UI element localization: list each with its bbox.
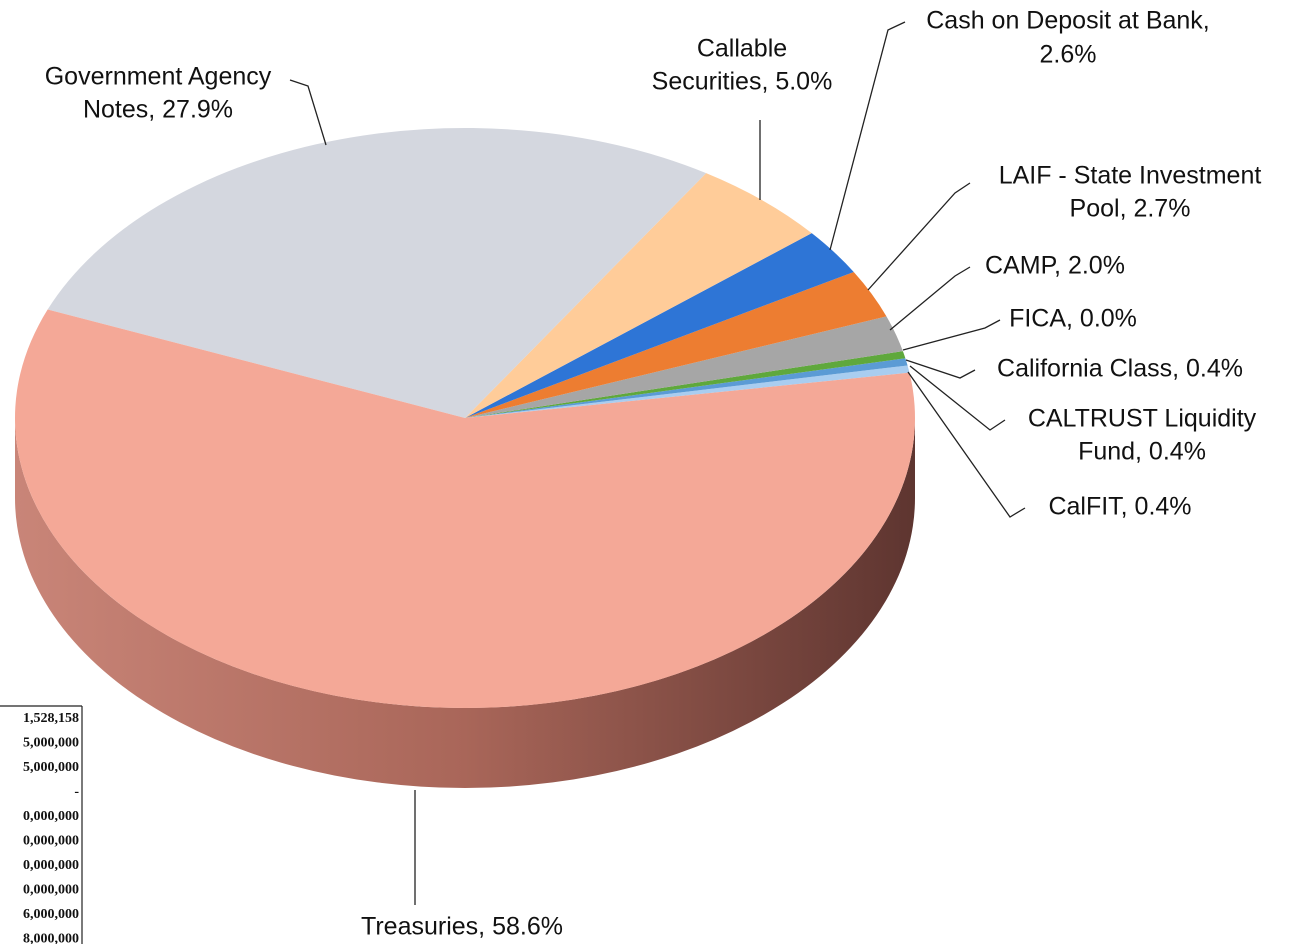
slice-label: Treasuries, 58.6% — [361, 913, 563, 941]
slice-label: Securities, 5.0% — [652, 68, 833, 96]
clipped-table: 1,528,158 5,000,000 5,000,000 - 0,000,000 0,0… — [0, 705, 83, 944]
leader-line — [907, 371, 1026, 518]
pie-slice — [465, 233, 854, 418]
leader-line — [909, 365, 1006, 431]
pie-slice — [465, 351, 906, 418]
pie-slice — [465, 173, 812, 418]
pie-slice — [15, 309, 916, 708]
table-cell: 8,000,000 — [23, 932, 79, 944]
slice-label: Callable — [697, 35, 787, 63]
table-cell: 5,000,000 — [23, 736, 79, 751]
slice-label: CAMP, 2.0% — [985, 252, 1125, 280]
slice-label: Government Agency — [45, 63, 272, 91]
slice-label: Fund, 0.4% — [1078, 438, 1206, 466]
leader-line — [289, 79, 327, 146]
pie-slice — [47, 127, 707, 418]
pie-side — [15, 418, 915, 788]
slice-label: CalFIT, 0.4% — [1048, 493, 1191, 521]
pie-slice — [465, 316, 903, 418]
table-cell: 0,000,000 — [23, 883, 79, 898]
leader-line — [867, 182, 971, 291]
leader-line — [829, 21, 906, 251]
table-cell: 5,000,000 — [23, 760, 79, 775]
pie-slice — [465, 271, 887, 418]
slice-label: LAIF - State Investment — [999, 162, 1262, 190]
table-cell: - — [74, 785, 79, 800]
table-cell: 0,000,000 — [23, 858, 79, 873]
slice-label: California Class, 0.4% — [997, 355, 1243, 383]
leader-line — [905, 359, 976, 379]
slice-label: Notes, 27.9% — [83, 96, 233, 124]
slice-label: 2.6% — [1040, 41, 1097, 69]
slice-label: FICA, 0.0% — [1009, 305, 1137, 333]
pie-slice — [465, 358, 908, 418]
slice-label: Pool, 2.7% — [1070, 195, 1191, 223]
pie-slice — [465, 365, 910, 418]
slice-label: CALTRUST Liquidity — [1028, 405, 1257, 433]
slice-label: Cash on Deposit at Bank, — [926, 7, 1210, 35]
table-cell: 1,528,158 — [23, 711, 79, 726]
table-cell: 6,000,000 — [23, 907, 79, 922]
leader-line — [902, 319, 1001, 351]
leader-line — [889, 266, 971, 331]
table-cell: 0,000,000 — [23, 809, 79, 824]
table-cell: 0,000,000 — [23, 834, 79, 849]
